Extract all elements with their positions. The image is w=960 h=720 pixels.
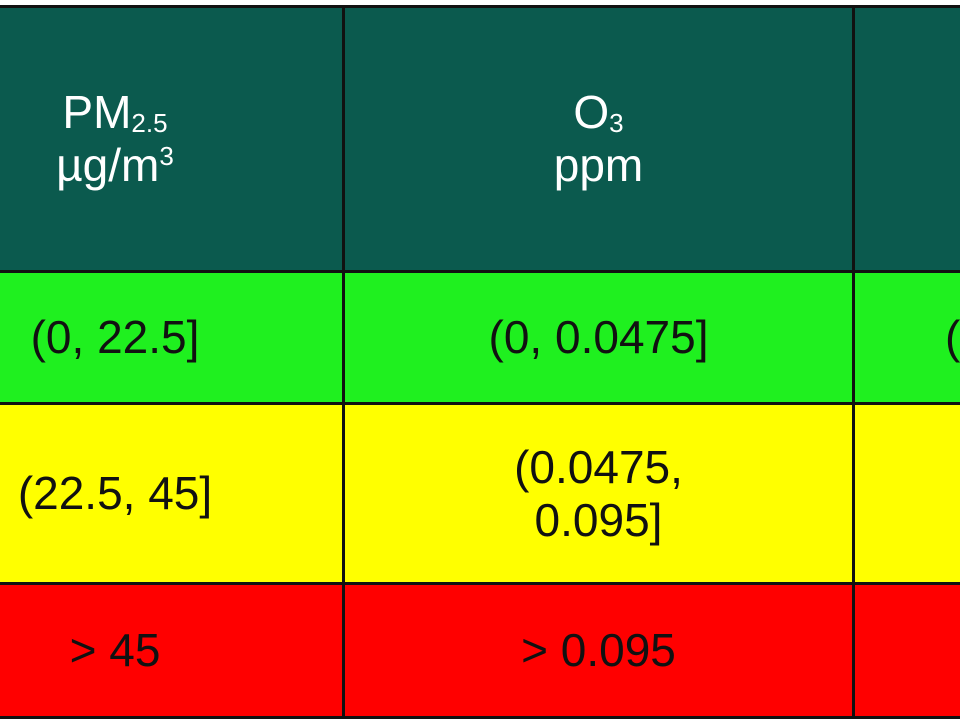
header-name: PM2.5 xyxy=(62,86,167,139)
unit-superscript: 3 xyxy=(159,141,174,171)
cell-text: > 0.095 xyxy=(521,624,676,677)
header-subscript: 3 xyxy=(609,108,624,139)
table-cell: > 45 xyxy=(0,582,345,719)
table-cell: O3 ppm xyxy=(342,5,855,273)
table-cell: (22.5, 45] xyxy=(0,402,345,585)
table-cell xyxy=(852,402,960,585)
table-cell xyxy=(852,5,960,273)
cell-text: (22.5, 45] xyxy=(17,467,213,520)
table-cell: > 0.095 xyxy=(342,582,855,719)
cell-text: (0.0475, xyxy=(514,440,683,493)
unit-label: ppm xyxy=(553,139,644,191)
table-cell: ( xyxy=(852,270,960,405)
unit-label: µg/m xyxy=(56,139,160,191)
table-cell: (0, 22.5] xyxy=(0,270,345,405)
cell-text: > 45 xyxy=(69,624,161,677)
table-cell: (0.0475, 0.095] xyxy=(342,402,855,585)
cell-text: ( xyxy=(945,311,960,364)
table-cell xyxy=(852,582,960,719)
table-cell: PM2.5 µg/m3 xyxy=(0,5,345,273)
header-unit: ppm xyxy=(554,139,643,192)
header-unit: µg/m3 xyxy=(56,139,174,192)
header-subscript: 2.5 xyxy=(131,108,168,139)
header-label: O xyxy=(573,86,610,139)
header-name: O3 xyxy=(573,86,623,139)
cell-text: (0, 22.5] xyxy=(30,311,200,364)
cell-text: (0, 0.0475] xyxy=(488,311,709,364)
cell-text: 0.095] xyxy=(534,493,663,546)
table-cell: (0, 0.0475] xyxy=(342,270,855,405)
header-label: PM xyxy=(62,86,132,139)
